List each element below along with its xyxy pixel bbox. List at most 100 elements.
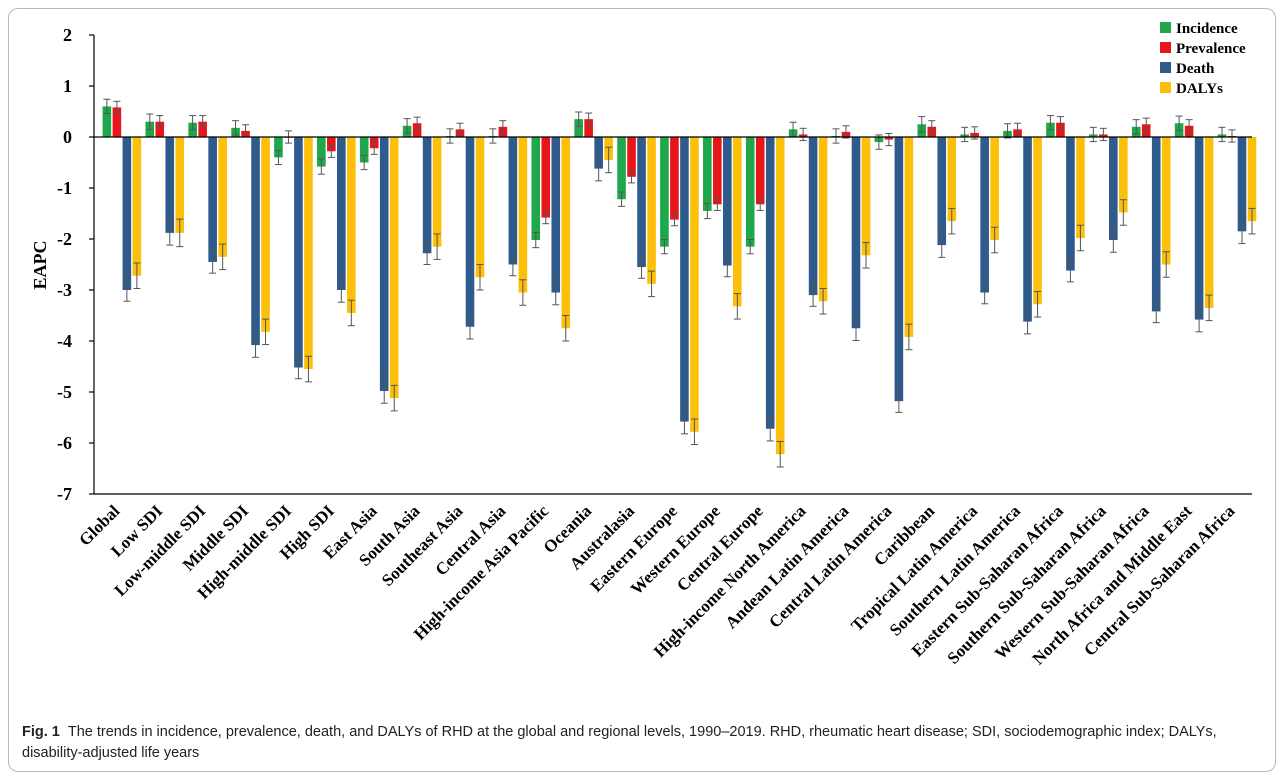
bar-prevalence <box>327 137 336 152</box>
y-axis: 2 1 0 -1 -2 -3 -4 -5 -6 -7 <box>57 25 95 504</box>
bar-dalys <box>1033 137 1042 305</box>
bar-incidence <box>574 119 583 137</box>
legend-swatch-dalys <box>1160 82 1171 93</box>
bar-death <box>851 137 861 329</box>
y-tick-label: -5 <box>57 382 72 402</box>
bars-layer <box>102 106 1257 455</box>
figure-label: Fig. 1 <box>22 724 60 740</box>
bar-dalys <box>1119 137 1128 213</box>
bar-dalys <box>775 137 785 455</box>
bar-prevalence <box>541 137 551 218</box>
bar-death <box>1237 137 1247 232</box>
bar-incidence <box>531 137 541 241</box>
bar-death <box>765 137 775 429</box>
bar-dalys <box>1161 137 1171 265</box>
bar-death <box>1066 137 1075 271</box>
bar-dalys <box>1204 137 1214 308</box>
figure-caption: Fig. 1 The trends in incidence, prevalenc… <box>22 722 1262 764</box>
bar-incidence <box>359 137 369 163</box>
y-tick-label: -4 <box>57 331 72 351</box>
legend-label: Incidence <box>1176 21 1238 37</box>
bar-prevalence <box>412 123 422 137</box>
legend-swatch-incidence <box>1160 22 1171 33</box>
bar-dalys <box>261 137 270 332</box>
bar-death <box>894 137 904 402</box>
bar-death <box>251 137 260 346</box>
legend-label: DALYs <box>1176 81 1223 97</box>
x-axis <box>94 136 1252 495</box>
bar-prevalence <box>112 107 122 137</box>
y-tick-label: -3 <box>57 280 72 300</box>
bar-death <box>337 137 346 290</box>
bar-dalys <box>947 137 957 222</box>
y-tick-label: -7 <box>57 484 72 504</box>
bar-dalys <box>904 137 914 337</box>
bar-death <box>294 137 303 368</box>
bar-dalys <box>690 137 699 432</box>
bar-dalys <box>647 137 656 284</box>
figure-caption-text: The trends in incidence, prevalence, dea… <box>22 724 1217 761</box>
bar-incidence <box>703 137 712 211</box>
bar-death <box>165 137 175 233</box>
bar-death <box>937 137 947 246</box>
y-tick-label: -6 <box>57 433 72 453</box>
bar-incidence <box>660 137 669 247</box>
y-axis-label: EAPC <box>30 241 50 290</box>
bar-death <box>508 137 518 265</box>
bar-death <box>723 137 732 266</box>
bar-death <box>980 137 989 293</box>
bar-incidence <box>102 106 112 137</box>
bar-prevalence <box>713 137 722 205</box>
bar-death <box>208 137 217 262</box>
y-tick-label: 1 <box>63 76 72 96</box>
bar-prevalence <box>198 121 207 137</box>
bar-prevalence <box>755 137 765 205</box>
bar-dalys <box>818 137 828 302</box>
legend: Incidence Prevalence Death DALYs <box>1160 21 1246 97</box>
bar-incidence <box>745 137 755 247</box>
bar-dalys <box>347 137 356 313</box>
bar-prevalence <box>670 137 679 220</box>
bar-death <box>1194 137 1204 320</box>
y-tick-label: -1 <box>57 178 72 198</box>
y-tick-label: 2 <box>63 25 72 45</box>
bar-death <box>808 137 818 296</box>
bar-prevalence <box>627 137 636 177</box>
bar-dalys <box>432 137 442 247</box>
bar-dalys <box>304 137 313 370</box>
y-tick-label: -2 <box>57 229 72 249</box>
bar-death <box>551 137 561 293</box>
bar-death <box>422 137 432 254</box>
bar-incidence <box>274 137 283 158</box>
bar-death <box>1023 137 1032 322</box>
legend-label: Death <box>1176 61 1215 77</box>
bar-death <box>1151 137 1161 312</box>
bar-dalys <box>561 137 571 329</box>
error-bars-layer <box>103 98 1256 468</box>
bar-dalys <box>175 137 185 233</box>
bar-dalys <box>733 137 742 307</box>
bar-prevalence <box>584 119 593 137</box>
bar-death <box>637 137 646 268</box>
bar-death <box>379 137 389 391</box>
bar-incidence <box>317 137 326 167</box>
bar-prevalence <box>155 121 165 137</box>
bar-death <box>680 137 689 422</box>
legend-label: Prevalence <box>1176 41 1246 57</box>
legend-swatch-death <box>1160 62 1171 73</box>
bar-dalys <box>1247 137 1257 222</box>
figure-frame <box>8 8 1276 772</box>
y-tick-label: 0 <box>63 127 72 147</box>
bar-prevalence <box>1056 122 1065 137</box>
bar-death <box>594 137 603 169</box>
bar-dalys <box>518 137 528 293</box>
bar-incidence <box>617 137 626 200</box>
bar-death <box>465 137 475 327</box>
legend-swatch-prevalence <box>1160 42 1171 53</box>
bar-dalys <box>389 137 399 399</box>
bar-death <box>122 137 132 290</box>
bar-dalys <box>132 137 142 276</box>
bar-dalys <box>861 137 871 256</box>
